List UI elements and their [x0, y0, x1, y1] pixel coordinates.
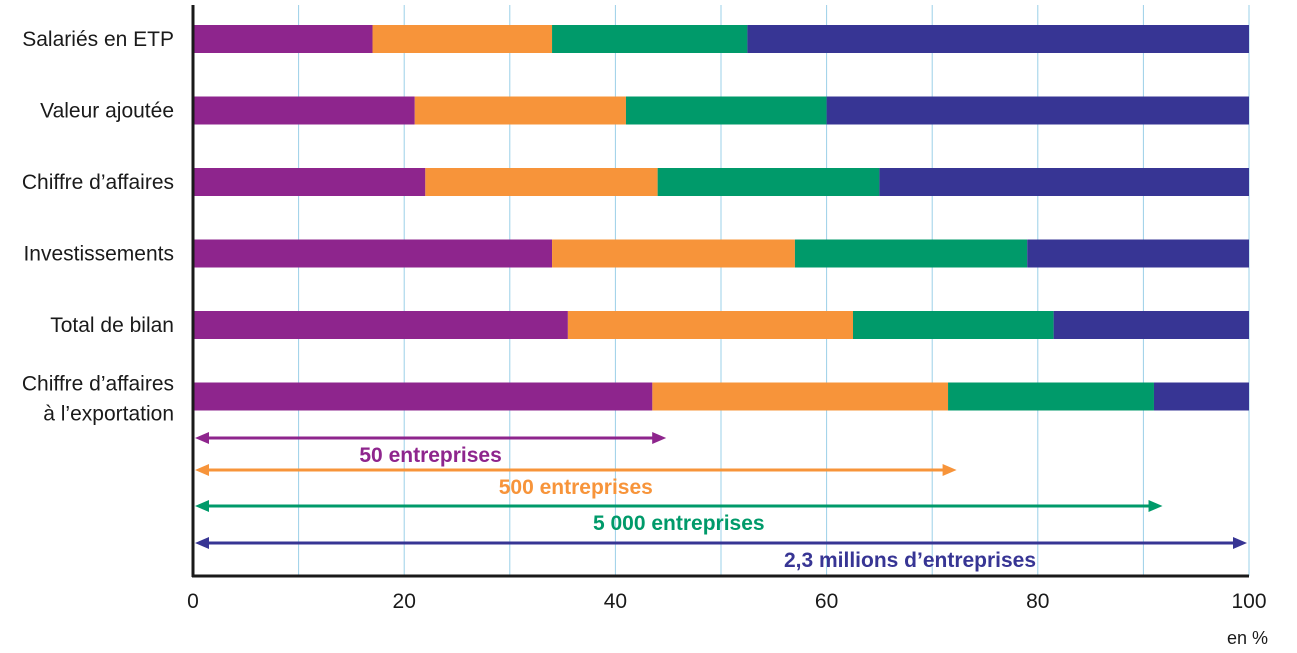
arrow-head-left — [195, 537, 209, 549]
bar-segment — [193, 25, 373, 53]
bar-segment — [193, 382, 653, 411]
x-tick-label: 100 — [1231, 590, 1266, 613]
arrow-label: 500 entreprises — [499, 476, 653, 499]
x-unit-label: en % — [1227, 628, 1268, 648]
arrow-head-left — [195, 464, 209, 476]
bar-segment — [193, 168, 426, 196]
x-tick-label: 60 — [815, 590, 838, 613]
bar-segment — [425, 168, 658, 196]
grid-lines — [298, 5, 1250, 576]
category-label: Total de bilan — [50, 314, 174, 337]
axes — [191, 5, 1249, 578]
bar-segment — [1027, 239, 1249, 268]
category-label: Valeur ajoutée — [40, 100, 174, 123]
bar-segment — [552, 25, 748, 53]
category-label: Investissements — [23, 243, 174, 266]
arrow-label: 50 entreprises — [359, 444, 501, 467]
bar-segment — [193, 311, 568, 339]
arrow-head-right — [942, 464, 957, 476]
x-tick-label: 40 — [604, 590, 627, 613]
bars-group — [193, 25, 1249, 411]
x-tick-label: 0 — [187, 590, 199, 613]
bar-segment — [1053, 311, 1249, 339]
bar-segment — [826, 96, 1249, 125]
arrow-head-left — [195, 500, 209, 512]
bar-segment — [414, 96, 626, 125]
bar-segment — [625, 96, 827, 125]
cumulative-arrows: 50 entreprises 500 entreprises 5 000 entre… — [195, 432, 1247, 572]
bar-segment — [193, 96, 415, 125]
category-labels: Salariés en ETP Valeur ajoutée Chiffre d’a… — [22, 28, 174, 426]
category-label: Salariés en ETP — [22, 28, 174, 51]
bar-segment — [948, 382, 1154, 411]
bar-segment — [567, 311, 853, 339]
bar-segment — [747, 25, 1249, 53]
x-tick-label: 80 — [1026, 590, 1049, 613]
bar-segment — [853, 311, 1054, 339]
arrow-label: 2,3 millions d’entreprises — [784, 549, 1036, 572]
arrow-head-right — [1233, 537, 1247, 549]
arrow-head-right — [652, 432, 667, 444]
bar-segment — [552, 239, 795, 268]
bar-segment — [879, 168, 1249, 196]
bar-segment — [794, 239, 1028, 268]
arrow-head-right — [1148, 500, 1163, 512]
bar-segment — [652, 382, 949, 411]
category-label: Chiffre d’affaires à l’exportation — [22, 373, 174, 426]
bar-segment — [193, 239, 553, 268]
arrow-label: 5 000 entreprises — [593, 512, 765, 535]
x-tick-labels: 0 20 40 60 80 100 — [187, 590, 1266, 613]
category-label: Chiffre d’affaires — [22, 171, 174, 194]
x-tick-label: 20 — [393, 590, 416, 613]
bar-segment — [657, 168, 880, 196]
arrow-head-left — [195, 432, 209, 444]
bar-segment — [372, 25, 553, 53]
bar-segment — [1153, 382, 1249, 411]
